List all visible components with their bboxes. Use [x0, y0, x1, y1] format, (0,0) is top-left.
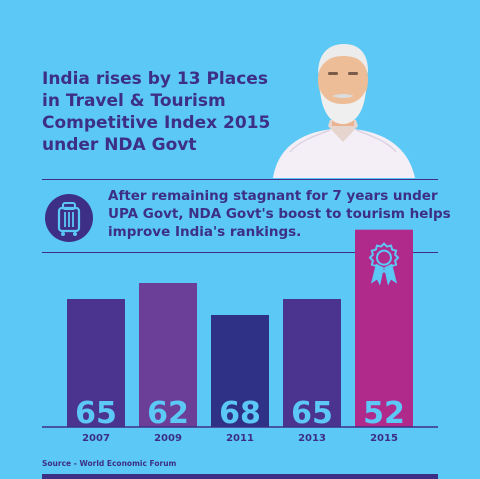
tick-label-2009: 2009: [154, 433, 182, 444]
tick-label-2011: 2011: [226, 433, 254, 444]
title-line: India rises by 13 Places: [42, 69, 268, 89]
value-label-2013: 65: [291, 396, 333, 431]
value-label-2009: 62: [147, 396, 189, 431]
footer-bar: [42, 474, 438, 479]
award-ribbon-icon: [368, 242, 400, 286]
source-note: Source - World Economic Forum: [42, 459, 177, 468]
title-line: Competitive Index 2015: [42, 113, 271, 133]
title-line: in Travel & Tourism: [42, 91, 226, 111]
value-label-2011: 68: [219, 396, 261, 431]
bar-2007: [67, 299, 125, 427]
bar-2009: [139, 283, 197, 427]
tick-label-2007: 2007: [82, 433, 110, 444]
luggage-icon: [45, 194, 93, 242]
tick-label-2013: 2013: [298, 433, 326, 444]
page-title: India rises by 13 Places in Travel & Tou…: [42, 68, 292, 156]
value-label-2007: 65: [75, 396, 117, 431]
bar-2013: [283, 299, 341, 427]
rankings-bar-chart: 65 2007 62 2009 68 2011 65 2013 52 2015: [42, 229, 438, 444]
bar-2011: [211, 315, 269, 427]
divider-middle: [42, 252, 438, 253]
subtitle-line: improve India's rankings.: [108, 224, 302, 240]
divider-top: [42, 179, 438, 180]
title-line: under NDA Govt: [42, 135, 197, 155]
subtitle-line: After remaining stagnant for 7 years und…: [108, 188, 438, 204]
person-portrait: [273, 44, 415, 178]
tick-label-2015: 2015: [370, 433, 398, 444]
value-label-2015: 52: [363, 396, 405, 431]
subtitle: After remaining stagnant for 7 years und…: [108, 187, 451, 241]
bar-2015: [355, 229, 413, 427]
subtitle-line: UPA Govt, NDA Govt's boost to tourism he…: [108, 206, 451, 222]
